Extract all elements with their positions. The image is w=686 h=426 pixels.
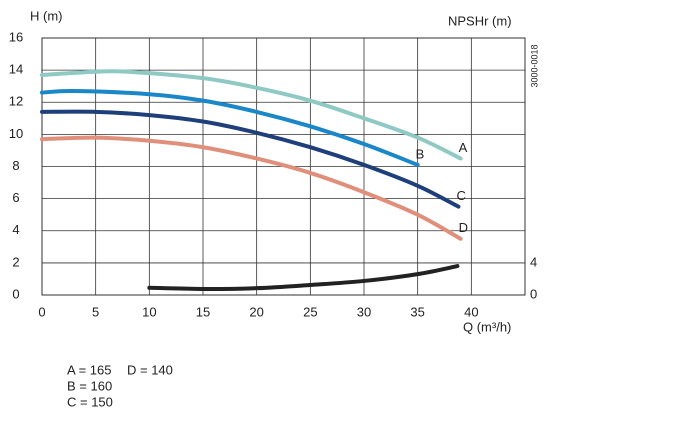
x-tick-label: 20 (249, 304, 263, 319)
x-tick-label: 5 (92, 304, 99, 319)
y-tick-label: 0 (12, 286, 19, 301)
x-tick-label: 10 (142, 304, 156, 319)
x-axis-label: Q (m³/h) (463, 319, 511, 334)
y-axis-label: H (m) (30, 8, 63, 23)
code: 3000-0018 (529, 44, 539, 87)
curve (40, 69, 463, 161)
curve (40, 135, 463, 241)
note: A = 165 (67, 362, 111, 377)
y2-axis-label: NPSHr (m) (448, 13, 512, 28)
y-tick-label: 4 (12, 222, 19, 237)
y2-tick-label: 4 (530, 254, 537, 269)
y-tick-label: 16 (9, 29, 23, 44)
curve (147, 264, 460, 291)
x-tick-label: 25 (303, 304, 317, 319)
x-tick-label: 40 (464, 304, 478, 319)
curve (40, 109, 461, 209)
x-tick-label: 30 (357, 304, 371, 319)
curve-label: A (459, 140, 468, 155)
y-tick-label: 2 (12, 254, 19, 269)
x-tick-label: 0 (38, 304, 45, 319)
curve-label: D (459, 220, 468, 235)
y-tick-label: 8 (12, 158, 19, 173)
note: D = 140 (127, 362, 173, 377)
curve-label: B (416, 146, 425, 161)
x-tick-label: 35 (410, 304, 424, 319)
note: B = 160 (67, 378, 112, 393)
y-tick-label: 10 (9, 126, 23, 141)
y2-tick-label: 0 (530, 286, 537, 301)
y-tick-label: 6 (12, 190, 19, 205)
note: C = 150 (67, 394, 113, 409)
curve (40, 88, 420, 167)
x-tick-label: 15 (196, 304, 210, 319)
y-tick-label: 14 (9, 62, 23, 77)
curve-label: C (456, 188, 465, 203)
y-tick-label: 12 (9, 94, 23, 109)
